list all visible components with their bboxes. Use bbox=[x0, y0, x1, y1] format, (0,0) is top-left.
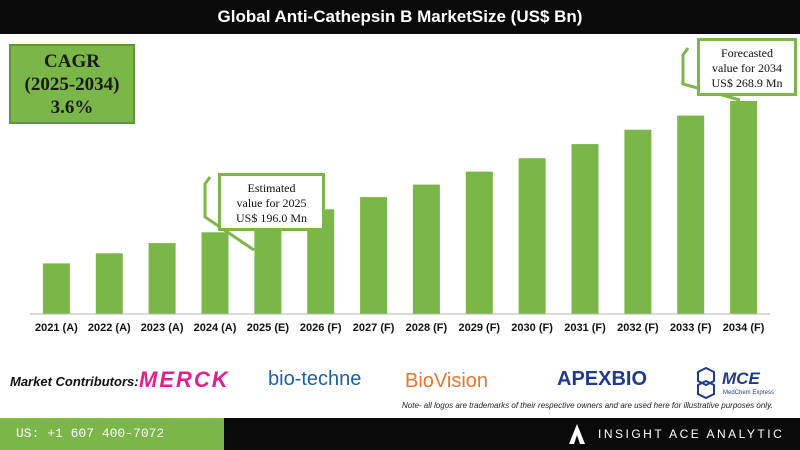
x-tick-label: 2024 (A) bbox=[194, 322, 237, 334]
bar-2033-f bbox=[677, 115, 705, 314]
forecasted-callout-line3: US$ 268.9 Mn bbox=[711, 76, 783, 90]
cagr-label: CAGR bbox=[44, 51, 100, 72]
cagr-period: (2025-2034) bbox=[24, 74, 120, 95]
forecasted-callout: Forecasted value for 2034 US$ 268.9 Mn bbox=[697, 38, 797, 96]
chart-title: Global Anti-Cathepsin B MarketSize (US$ … bbox=[217, 7, 583, 26]
bar-2027-f bbox=[360, 197, 388, 314]
x-tick-label: 2027 (F) bbox=[353, 322, 395, 334]
bar-2028-f bbox=[412, 184, 440, 314]
x-tick-label: 2022 (A) bbox=[88, 322, 131, 334]
bar-2021-a bbox=[42, 263, 70, 314]
bar-2031-f bbox=[571, 144, 599, 314]
estimated-callout-line1: Estimated bbox=[247, 181, 296, 195]
x-tick-label: 2028 (F) bbox=[406, 322, 448, 334]
contributors-label: Market Contributors: bbox=[10, 374, 139, 389]
forecasted-callout-line1: Forecasted bbox=[721, 46, 773, 60]
mce-logo-text: MCE bbox=[722, 369, 760, 388]
x-tick-label: 2025 (E) bbox=[247, 322, 290, 334]
mce-logo-subtext: MedChem Express bbox=[723, 390, 774, 396]
x-tick-label: 2034 (F) bbox=[723, 322, 765, 334]
x-tick-label: 2033 (F) bbox=[670, 322, 712, 334]
chart-title-bar: Global Anti-Cathepsin B MarketSize (US$ … bbox=[0, 0, 800, 34]
bar-2032-f bbox=[624, 129, 652, 314]
bar-chart: 2021 (A) 2022 (A) 2023 (A) 2024 (A) 2025 (E)… bbox=[30, 47, 770, 334]
x-tick-label: 2029 (F) bbox=[459, 322, 501, 334]
apexbio-logo: APEXBIO bbox=[557, 368, 648, 390]
x-tick-label: 2023 (A) bbox=[141, 322, 184, 334]
biotechne-logo: bio-techne bbox=[268, 368, 362, 390]
x-tick-label: 2026 (F) bbox=[300, 322, 342, 334]
biovision-logo: BioVision bbox=[405, 370, 489, 392]
mce-logo: MCE MedChem Express bbox=[697, 366, 774, 400]
trademark-note: Note- all logos are trademarks of their … bbox=[402, 401, 773, 410]
footer-phone: US: +1 607 400-7072 bbox=[0, 418, 224, 450]
estimated-callout-connector bbox=[203, 176, 255, 252]
bar-2034-f bbox=[730, 101, 758, 314]
bar-2030-f bbox=[518, 158, 546, 314]
brand-icon bbox=[569, 424, 585, 444]
cagr-value: 3.6% bbox=[50, 97, 94, 118]
x-tick-label: 2032 (F) bbox=[617, 322, 659, 334]
x-tick-label: 2031 (F) bbox=[564, 322, 606, 334]
bar-2029-f bbox=[465, 171, 493, 314]
x-tick-label: 2021 (A) bbox=[35, 322, 78, 334]
footer-brand: INSIGHT ACE ANALYTIC bbox=[598, 427, 785, 441]
estimated-callout-line2: value for 2025 bbox=[236, 196, 307, 210]
estimated-callout-line3: US$ 196.0 Mn bbox=[235, 211, 307, 225]
estimated-callout: Estimated value for 2025 US$ 196.0 Mn bbox=[218, 173, 325, 231]
bar-2024-a bbox=[201, 232, 229, 314]
merck-logo: MERCK bbox=[139, 367, 230, 392]
x-tick-label: 2030 (F) bbox=[511, 322, 553, 334]
bar-2023-a bbox=[148, 243, 176, 314]
forecasted-callout-line2: value for 2034 bbox=[712, 61, 782, 75]
cagr-box: CAGR (2025-2034) 3.6% bbox=[9, 44, 135, 124]
bar-2022-a bbox=[95, 253, 123, 314]
market-contributors: Market Contributors: MERCK bio-techne Bi… bbox=[0, 358, 800, 416]
footer: US: +1 607 400-7072 INSIGHT ACE ANALYTIC bbox=[0, 418, 800, 450]
bar-2025-e bbox=[254, 221, 282, 314]
